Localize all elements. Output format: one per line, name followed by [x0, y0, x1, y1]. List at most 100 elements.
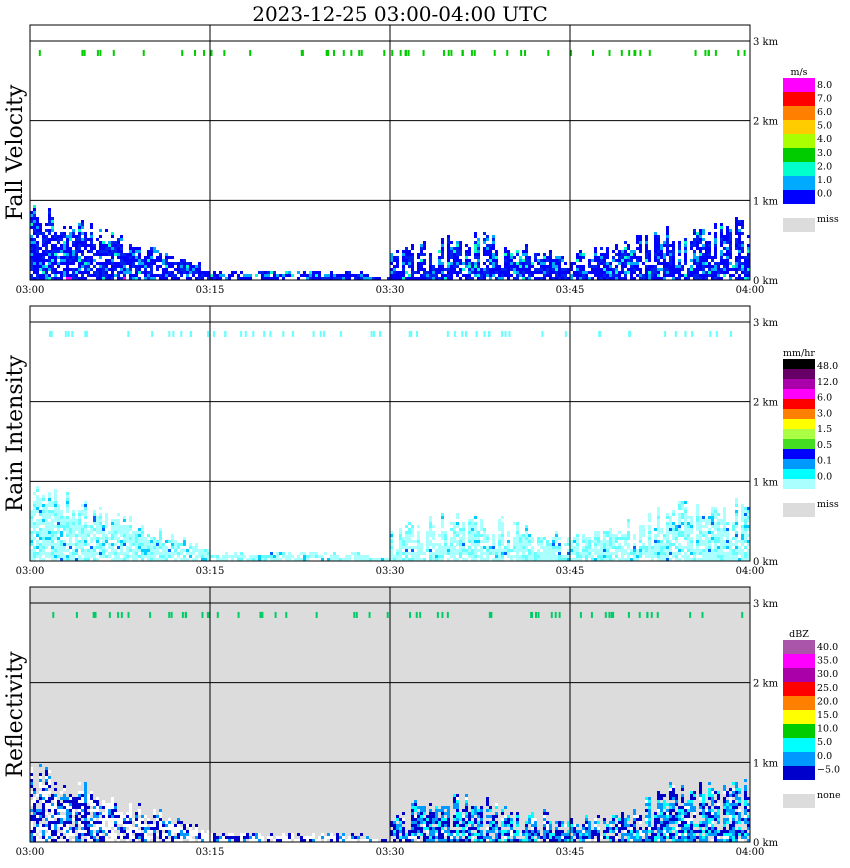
heatmap-cell	[315, 839, 318, 842]
heatmap-cell	[555, 259, 558, 262]
heatmap-cell	[120, 549, 123, 552]
heatmap-cell	[330, 836, 333, 839]
heatmap-cell	[609, 558, 612, 561]
heatmap-cell	[147, 274, 150, 277]
echo-mark	[240, 330, 243, 337]
heatmap-cell	[87, 833, 90, 836]
heatmap-cell	[303, 836, 306, 839]
heatmap-cell	[534, 821, 537, 824]
heatmap-cell	[117, 238, 120, 241]
heatmap-cell	[51, 528, 54, 531]
heatmap-cell	[111, 815, 114, 818]
heatmap-cell	[735, 525, 738, 528]
heatmap-cell	[123, 818, 126, 821]
heatmap-cell	[105, 247, 108, 250]
heatmap-cell	[84, 785, 87, 788]
heatmap-cell	[705, 247, 708, 250]
heatmap-cell	[651, 268, 654, 271]
heatmap-cell	[549, 827, 552, 830]
heatmap-cell	[147, 836, 150, 839]
heatmap-cell	[66, 253, 69, 256]
heatmap-cell	[48, 516, 51, 519]
heatmap-cell	[84, 830, 87, 833]
heatmap-cell	[225, 836, 228, 839]
heatmap-cell	[696, 244, 699, 247]
heatmap-cell	[351, 274, 354, 277]
heatmap-cell	[60, 277, 63, 280]
heatmap-cell	[60, 531, 63, 534]
heatmap-cell	[135, 271, 138, 274]
heatmap-cell	[171, 543, 174, 546]
heatmap-cell	[36, 543, 39, 546]
heatmap-cell	[486, 821, 489, 824]
heatmap-cell	[600, 546, 603, 549]
heatmap-cell	[168, 265, 171, 268]
heatmap-cell	[276, 552, 279, 555]
heatmap-cell	[429, 256, 432, 259]
heatmap-cell	[231, 555, 234, 558]
heatmap-cell	[741, 265, 744, 268]
heatmap-cell	[96, 268, 99, 271]
heatmap-cell	[411, 558, 414, 561]
heatmap-cell	[627, 259, 630, 262]
heatmap-cell	[603, 558, 606, 561]
heatmap-cell	[687, 522, 690, 525]
heatmap-cell	[723, 555, 726, 558]
heatmap-cell	[489, 821, 492, 824]
heatmap-cell	[714, 226, 717, 229]
heatmap-cell	[42, 241, 45, 244]
heatmap-cell	[105, 274, 108, 277]
heatmap-cell	[411, 555, 414, 558]
heatmap-cell	[696, 265, 699, 268]
heatmap-cell	[357, 274, 360, 277]
heatmap-cell	[576, 546, 579, 549]
heatmap-cell	[387, 558, 390, 561]
heatmap-cell	[123, 253, 126, 256]
heatmap-cell	[555, 277, 558, 280]
heatmap-cell	[420, 253, 423, 256]
heatmap-cell	[678, 268, 681, 271]
heatmap-cell	[468, 555, 471, 558]
heatmap-cell	[417, 818, 420, 821]
heatmap-cell	[657, 235, 660, 238]
heatmap-cell	[84, 833, 87, 836]
heatmap-cell	[603, 277, 606, 280]
heatmap-cell	[648, 543, 651, 546]
heatmap-cell	[471, 531, 474, 534]
heatmap-cell	[738, 250, 741, 253]
heatmap-cell	[111, 262, 114, 265]
heatmap-cell	[456, 839, 459, 842]
heatmap-cell	[678, 513, 681, 516]
heatmap-cell	[30, 235, 33, 238]
heatmap-cell	[105, 803, 108, 806]
heatmap-cell	[696, 504, 699, 507]
heatmap-cell	[453, 552, 456, 555]
heatmap-cell	[747, 274, 750, 277]
heatmap-cell	[450, 830, 453, 833]
heatmap-cell	[177, 818, 180, 821]
heatmap-cell	[267, 839, 270, 842]
heatmap-cell	[174, 552, 177, 555]
heatmap-cell	[612, 259, 615, 262]
heatmap-cell	[291, 274, 294, 277]
heatmap-cell	[447, 839, 450, 842]
heatmap-cell	[63, 794, 66, 797]
heatmap-cell	[138, 262, 141, 265]
heatmap-cell	[402, 818, 405, 821]
heatmap-cell	[588, 543, 591, 546]
heatmap-cell	[171, 830, 174, 833]
heatmap-cell	[480, 821, 483, 824]
heatmap-cell	[489, 271, 492, 274]
heatmap-cell	[111, 519, 114, 522]
heatmap-cell	[726, 522, 729, 525]
heatmap-cell	[96, 800, 99, 803]
heatmap-cell	[408, 256, 411, 259]
heatmap-cell	[42, 498, 45, 501]
heatmap-cell	[558, 274, 561, 277]
heatmap-cell	[642, 531, 645, 534]
heatmap-cell	[489, 824, 492, 827]
heatmap-cell	[522, 546, 525, 549]
heatmap-cell	[357, 552, 360, 555]
heatmap-cell	[549, 839, 552, 842]
heatmap-cell	[624, 250, 627, 253]
